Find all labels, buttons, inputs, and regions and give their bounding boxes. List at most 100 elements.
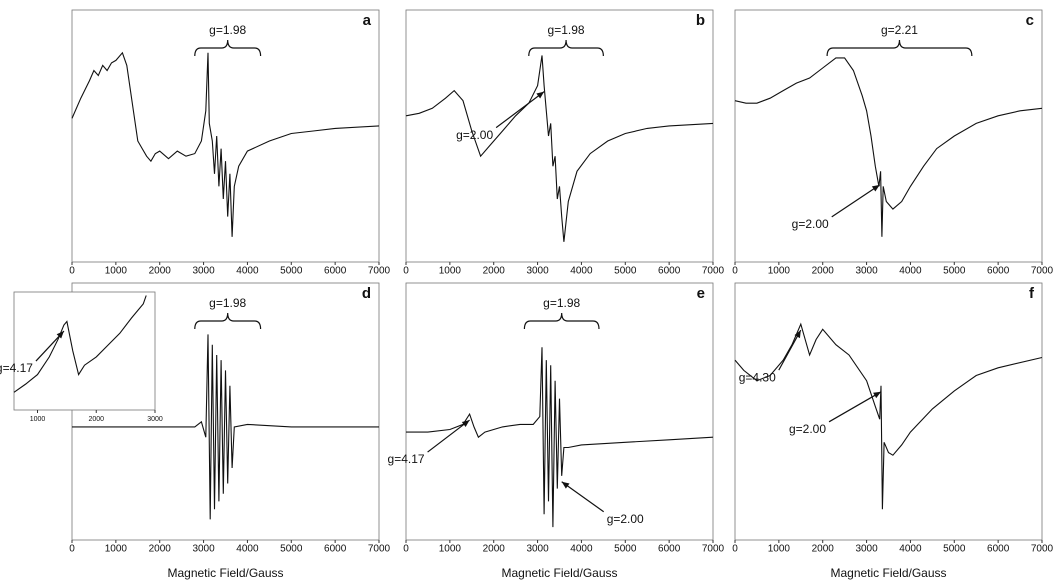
x-tick-label: 1000 [105,544,128,555]
spectrum-line [406,347,714,528]
panel-label: d [362,285,371,302]
x-tick-label: 5000 [280,266,303,277]
x-tick-label: 6000 [987,266,1010,277]
arrow-shaft [831,184,881,218]
x-tick-label: 5000 [280,544,303,555]
x-tick-label: 5000 [614,544,637,555]
x-tick-label: 4000 [899,544,922,555]
arrow-label: g=4.30 [739,370,776,384]
x-tick-label: 0 [732,544,738,555]
plot-frame [405,9,714,263]
arrow-label: g=2.00 [456,128,493,142]
panel-label: a [363,12,372,29]
x-tick-label: 0 [69,266,75,277]
arrow-head [56,331,64,339]
plot-frame [71,9,380,263]
arrow-shaft [495,91,545,129]
x-tick-label: 6000 [324,544,347,555]
x-tick-label: 1000 [439,266,462,277]
x-axis-label: Magnetic Field/Gauss [167,566,283,580]
bracket-label: g=1.98 [543,296,580,310]
x-tick-label: 1000 [105,266,128,277]
bracket [528,39,604,57]
x-tick-label: 7000 [368,266,391,277]
arrow-head [561,481,570,489]
bracket [194,39,262,57]
x-tick-label: 2000 [149,266,172,277]
x-tick-label: 3000 [147,416,163,423]
x-tick-label: 4000 [236,266,259,277]
plot-frame [734,9,1043,263]
spectrum-line [405,55,714,242]
plot-frame [405,282,714,541]
arrow-head [794,330,801,339]
spectrum-line [71,51,380,237]
inset-background [14,292,155,410]
plot-frame [71,282,380,541]
x-tick-label: 1000 [768,544,791,555]
panel-label: f [1029,285,1035,302]
x-tick-label: 5000 [614,266,637,277]
x-axis-label: Magnetic Field/Gauss [830,566,946,580]
x-tick-label: 7000 [1031,266,1054,277]
arrow-shaft [427,419,470,453]
x-tick-label: 0 [69,544,75,555]
panel-label: e [697,285,705,302]
bracket [523,312,600,330]
spectrum-line [13,295,147,393]
x-tick-label: 6000 [987,544,1010,555]
x-tick-label: 2000 [483,266,506,277]
arrow-shaft [778,329,802,371]
x-tick-label: 7000 [702,266,725,277]
x-tick-label: 3000 [192,266,215,277]
arrow-label: g=2.00 [789,422,826,436]
bracket-label: g=1.98 [548,23,585,37]
plot-frame [13,291,156,411]
bracket-label: g=1.98 [209,23,246,37]
arrow-head [536,91,545,99]
arrow-shaft [561,481,605,513]
x-tick-label: 0 [732,266,738,277]
x-tick-label: 3000 [855,544,878,555]
x-tick-label: 3000 [526,544,549,555]
x-tick-label: 3000 [192,544,215,555]
arrow-head [461,420,470,428]
x-tick-label: 7000 [1031,544,1054,555]
arrow-label: g=2.00 [607,512,644,526]
x-axis-label: Magnetic Field/Gauss [501,566,617,580]
x-tick-label: 2000 [149,544,172,555]
bracket-label: g=1.98 [209,296,246,310]
spectrum-line [734,57,1043,237]
x-tick-label: 4000 [899,266,922,277]
arrow-head [871,184,880,192]
x-tick-label: 6000 [324,266,347,277]
arrow-head [873,391,882,399]
bracket [826,39,973,57]
arrow-label: g=4.17 [0,361,33,375]
x-tick-label: 2000 [88,416,104,423]
bracket [194,312,262,330]
x-tick-label: 4000 [570,544,593,555]
x-tick-label: 4000 [236,544,259,555]
panel-label: c [1026,12,1034,29]
x-tick-label: 2000 [812,544,835,555]
x-tick-label: 6000 [658,544,681,555]
x-tick-label: 6000 [658,266,681,277]
plot-frame [734,282,1043,541]
x-tick-label: 1000 [30,416,46,423]
x-tick-label: 2000 [812,266,835,277]
spectrum-line [734,322,1043,510]
x-tick-label: 2000 [483,544,506,555]
x-tick-label: 0 [403,544,409,555]
x-tick-label: 7000 [368,544,391,555]
arrow-label: g=2.00 [792,217,829,231]
x-tick-label: 5000 [943,544,966,555]
bracket-label: g=2.21 [881,23,918,37]
arrow-shaft [828,391,882,423]
x-tick-label: 7000 [702,544,725,555]
x-tick-label: 1000 [439,544,462,555]
x-tick-label: 1000 [768,266,791,277]
spectrum-line [72,334,379,520]
x-tick-label: 4000 [570,266,593,277]
